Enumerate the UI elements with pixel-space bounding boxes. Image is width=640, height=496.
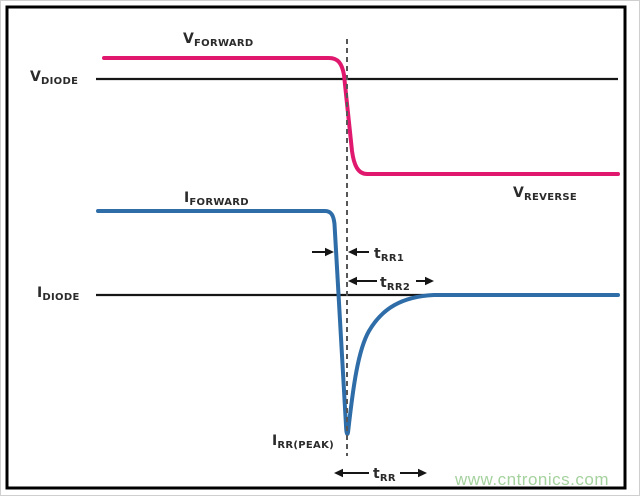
i-forward-label: IFORWARD [184,189,249,208]
t-rr2-left-pointing-arrowhead [348,276,357,286]
plot-frame [5,5,627,490]
v-diode-sub: DIODE [41,76,79,87]
t-rr2-main: t [380,275,387,291]
t-rr1-arrows [312,247,369,257]
voltage-trace [102,56,620,176]
watermark-text: www.cntronics.com [455,470,609,489]
i-rr-peak-main: I [272,433,278,449]
i-rr-peak-label: IRR(PEAK) [272,432,334,451]
v-reverse-label: VREVERSE [513,184,577,203]
v-forward-main: V [183,31,195,47]
t-rr1-label: tRR1 [374,245,404,264]
t-rr1-left-pointing-arrowhead [348,247,357,257]
v-diode-main: V [30,69,42,85]
t-rr1-right-pointing-arrowhead [325,247,334,257]
t-rr-sub: RR [379,473,396,484]
t-rr-main: t [373,466,380,482]
v-forward-label: VFORWARD [183,30,254,49]
i-forward-main: I [184,190,190,206]
t-rr1-sub: RR1 [380,253,405,264]
v-diode-label: VDIODE [30,68,78,87]
t-rr2-arrows [348,276,434,286]
i-diode-label: IDIODE [37,284,80,303]
i-diode-main: I [37,285,43,301]
i-diode-sub: DIODE [42,292,80,303]
t-rr1-main: t [374,246,381,262]
t-rr-right-pointing-arrowhead [418,468,427,478]
v-reverse-sub: REVERSE [524,192,577,203]
i-forward-sub: FORWARD [189,197,249,208]
t-rr-label: tRR [373,465,396,484]
t-rr-arrows [334,468,427,478]
i-rr-peak-sub: RR(PEAK) [277,440,335,451]
current-trace [96,209,620,436]
t-rr2-label: tRR2 [380,274,410,293]
t-rr2-right-pointing-arrowhead [425,276,434,286]
v-forward-sub: FORWARD [194,38,254,49]
t-rr-left-pointing-arrowhead [334,468,343,478]
v-reverse-main: V [513,185,525,201]
t-rr2-sub: RR2 [386,282,411,293]
